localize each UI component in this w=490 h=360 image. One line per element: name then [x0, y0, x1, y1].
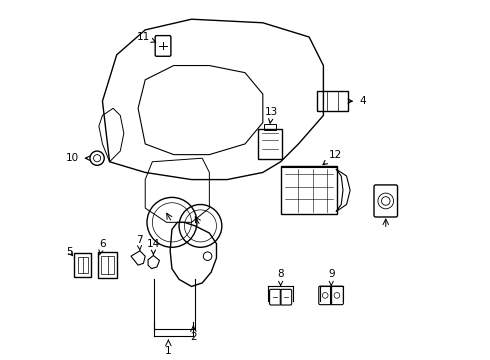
- Text: 1: 1: [165, 346, 172, 356]
- Text: 11: 11: [137, 32, 156, 42]
- Text: 12: 12: [323, 150, 343, 165]
- Text: 13: 13: [265, 107, 278, 123]
- Text: 4: 4: [348, 96, 366, 106]
- Text: 8: 8: [277, 269, 284, 285]
- Text: 9: 9: [328, 269, 335, 285]
- Text: 2: 2: [190, 332, 196, 342]
- Text: 14: 14: [147, 239, 160, 255]
- Text: 10: 10: [66, 153, 90, 163]
- Text: 5: 5: [66, 247, 73, 257]
- Text: 6: 6: [99, 239, 106, 255]
- Text: 7: 7: [136, 235, 143, 251]
